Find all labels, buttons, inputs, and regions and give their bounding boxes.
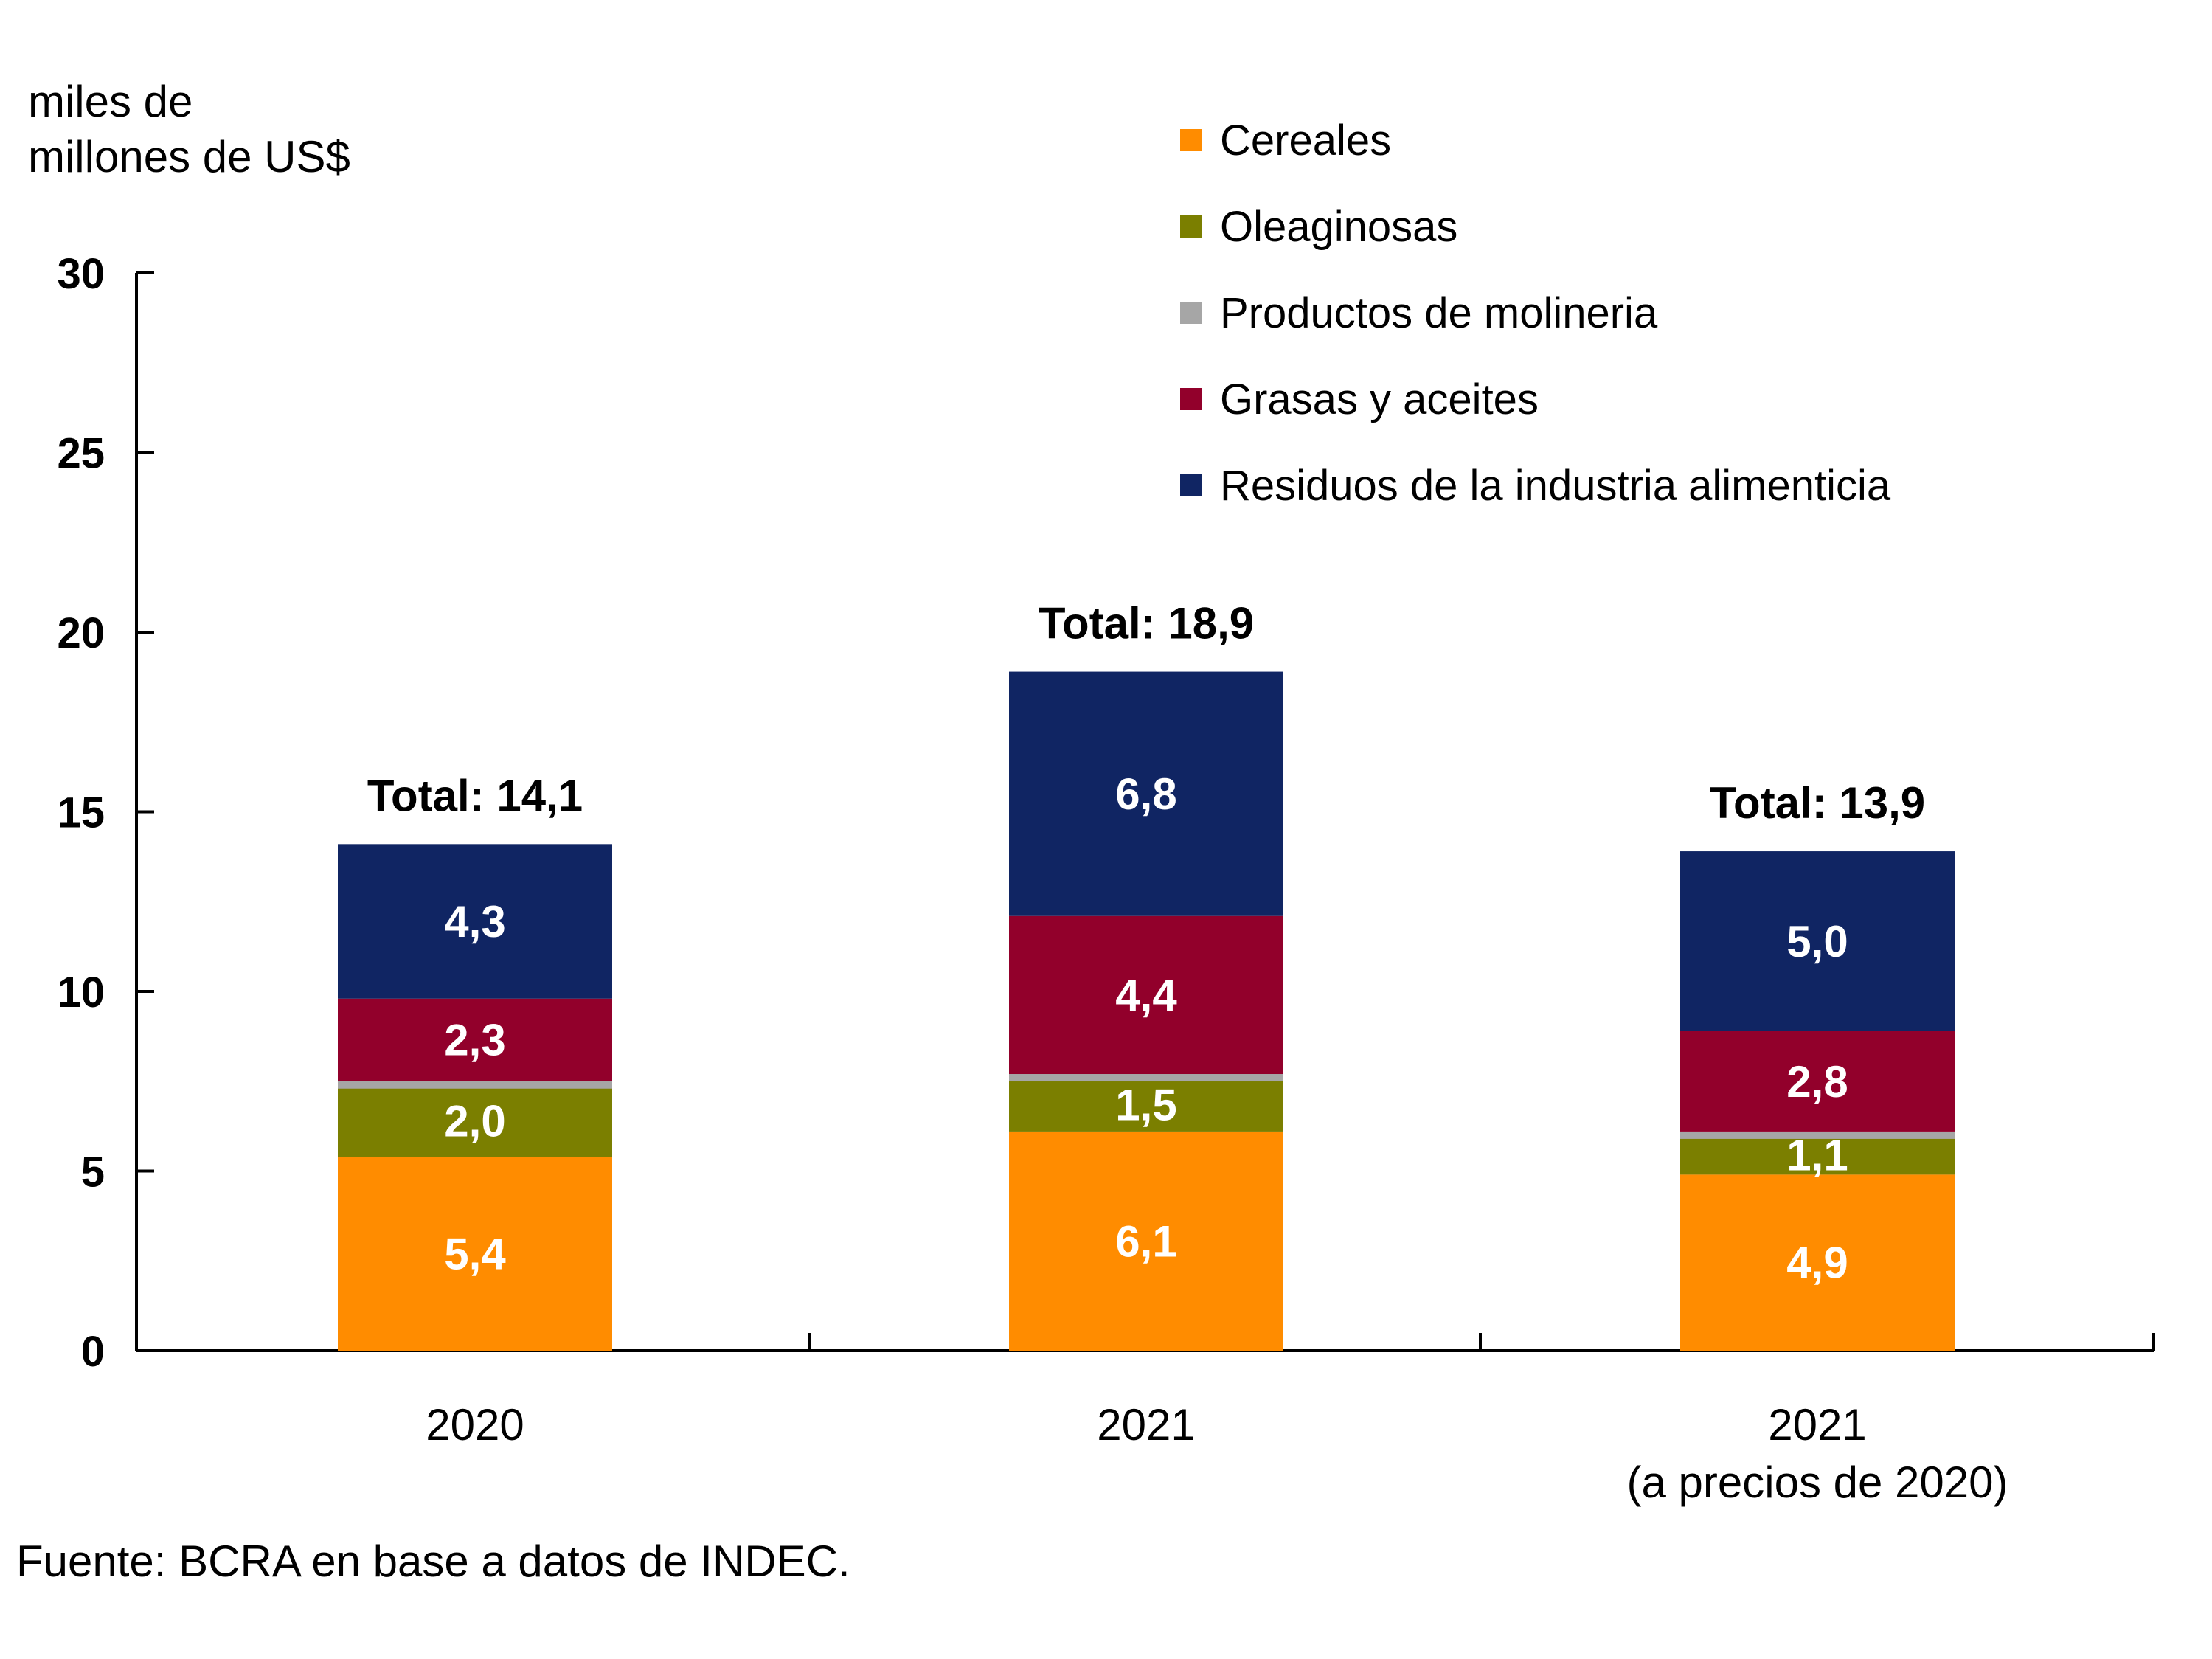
legend-swatch-grasas-y-aceites [1180,388,1202,410]
total-label: Total: 18,9 [1039,599,1254,648]
bar-segment-grasas-y-aceites [338,998,612,1081]
legend-item-productos-de-molineria: Productos de molineria [1180,283,1890,342]
value-label: 4,4 [1115,971,1177,1020]
legend-swatch-cereales [1180,129,1202,151]
bar-segment-productos-de-molineria [1009,1074,1283,1082]
source-note: Fuente: BCRA en base a datos de INDEC. [16,1537,850,1586]
y-tick-label: 0 [81,1328,105,1376]
bar-segment-cereales [338,1157,612,1351]
legend-item-grasas-y-aceites: Grasas y aceites [1180,370,1890,429]
bar-segment-cereales [1009,1131,1283,1351]
value-label: 6,1 [1115,1216,1176,1266]
legend-swatch-oleaginosas [1180,215,1202,238]
x-category-label: 2020 [426,1400,524,1450]
value-label: 2,3 [444,1016,505,1065]
bar-segment-oleaginosas [338,1084,612,1157]
bar-segment-grasas-y-aceites [1009,915,1283,1075]
value-label: 2,8 [1786,1057,1848,1106]
bar-segment-residuos-de-la-industria-alimenticia [338,844,612,999]
legend-item-oleaginosas: Oleaginosas [1180,197,1890,256]
bar-segment-productos-de-molineria [338,1081,612,1089]
bar-segment-productos-de-molineria [1680,1131,1955,1139]
bar-segment-residuos-de-la-industria-alimenticia [1680,851,1955,1031]
total-label: Total: 14,1 [367,771,583,820]
bar-segment-oleaginosas [1009,1077,1283,1132]
y-tick-label: 30 [57,250,105,298]
legend-label: Oleaginosas [1220,202,1458,251]
x-category-label: 2021 [1768,1400,1866,1450]
legend-swatch-residuos-de-la-industria-alimenticia [1180,474,1202,496]
value-label: 6,8 [1115,769,1176,819]
y-tick-label: 25 [57,430,105,478]
bar-segment-grasas-y-aceites [1680,1031,1955,1132]
value-label: 5,4 [444,1230,506,1279]
legend-item-residuos-de-la-industria-alimenticia: Residuos de la industria alimenticia [1180,456,1890,515]
total-label: Total: 13,9 [1710,778,1925,828]
value-label: 5,0 [1786,917,1848,966]
y-tick-label: 15 [57,789,105,837]
bar-segment-cereales [1680,1174,1955,1351]
legend-item-cereales: Cereales [1180,111,1890,170]
legend-label: Productos de molineria [1220,288,1658,337]
legend: Cereales Oleaginosas Productos de molineri… [1180,111,1890,542]
y-tick-label: 10 [57,969,105,1016]
value-label: 2,0 [444,1096,505,1146]
x-category-sublabel: (a precios de 2020) [1627,1458,2008,1507]
legend-swatch-productos-de-molineria [1180,302,1202,324]
value-label: 4,3 [444,897,505,946]
legend-label: Cereales [1220,116,1392,164]
bar-segment-residuos-de-la-industria-alimenticia [1009,671,1283,916]
legend-label: Residuos de la industria alimenticia [1220,461,1891,510]
y-tick-label: 5 [81,1149,105,1196]
bar-segment-oleaginosas [1680,1135,1955,1175]
value-label: 1,5 [1115,1080,1176,1129]
legend-label: Grasas y aceites [1220,375,1539,423]
y-tick-label: 20 [57,609,105,657]
value-label: 4,9 [1786,1239,1848,1288]
y-axis-title: miles de millones de US$ [28,77,350,181]
x-category-label: 2021 [1097,1400,1195,1450]
